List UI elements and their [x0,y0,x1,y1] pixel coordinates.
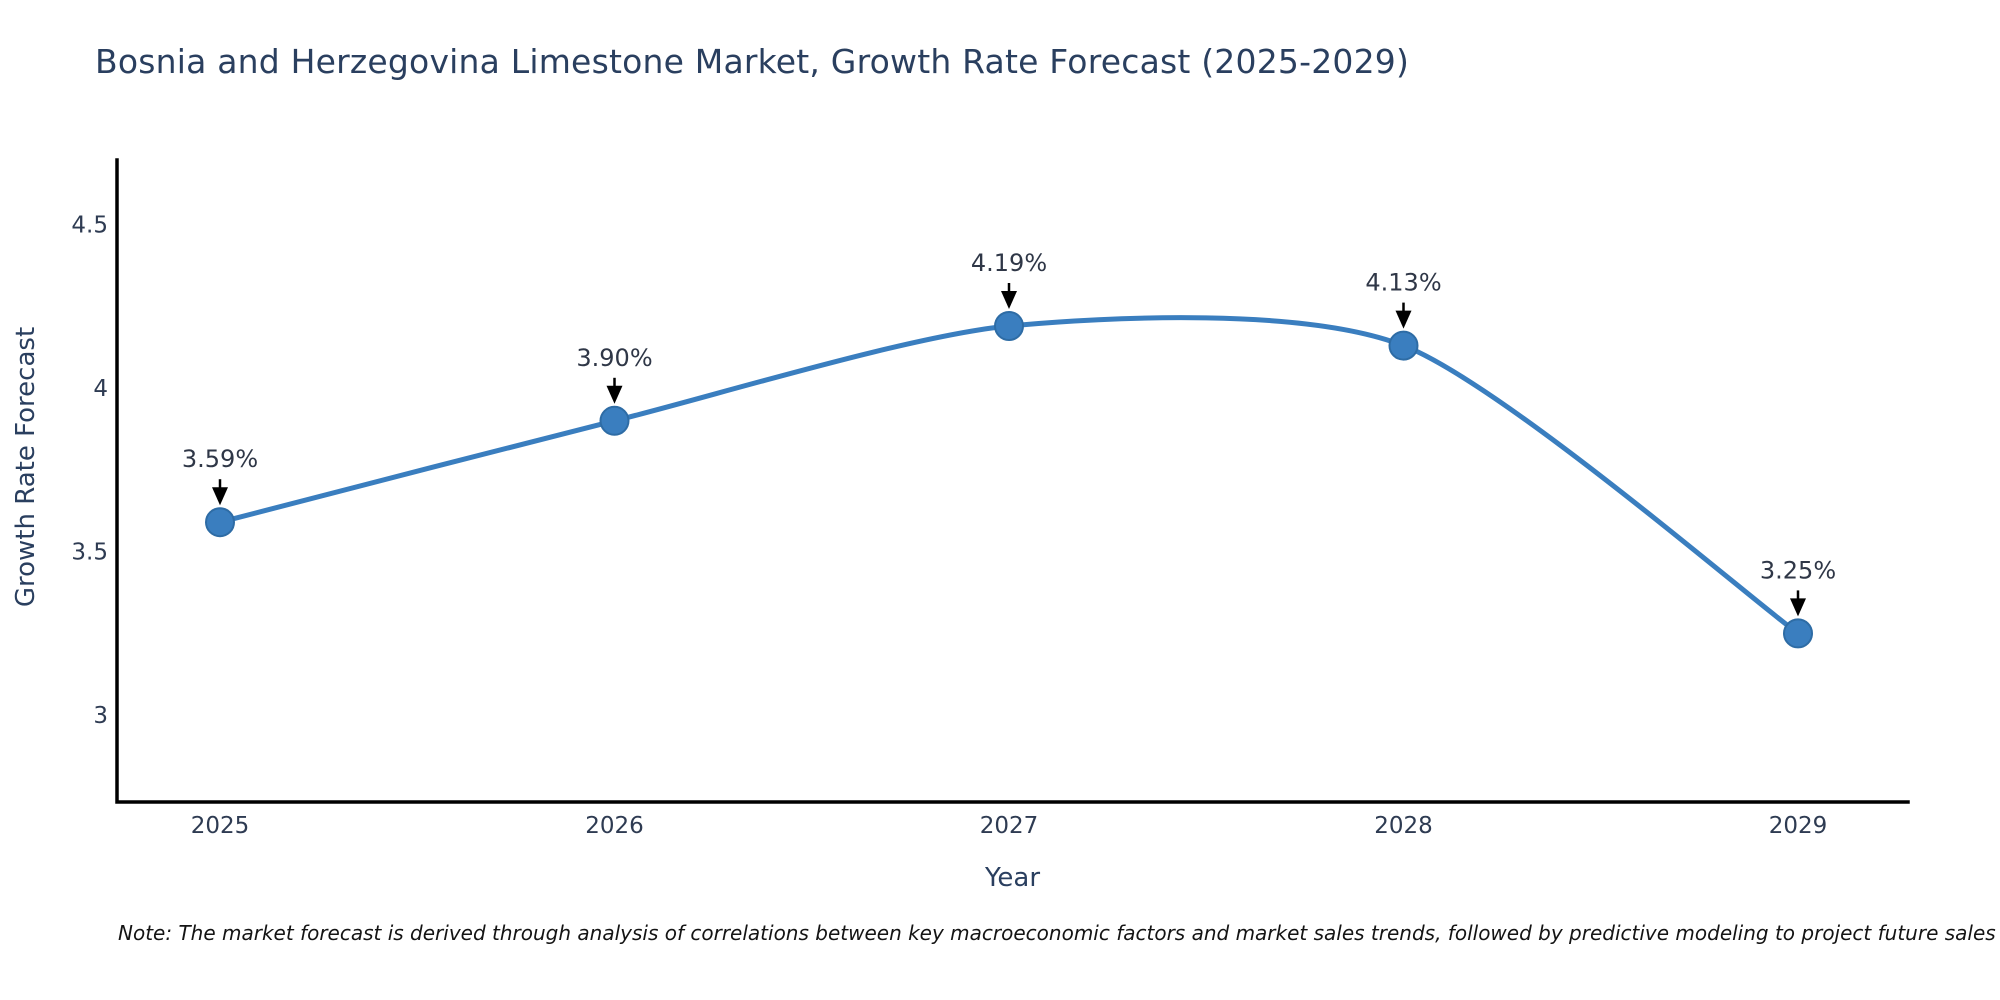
data-point-marker [1783,618,1813,649]
annotation-arrow-head [606,385,623,404]
footnote-text: Note: The market forecast is derived thr… [118,921,1996,945]
axis-spines [115,158,1910,804]
annotation-arrow-head [212,487,228,506]
data-point-marker [1388,330,1419,361]
annotation-label: 3.25% [1760,556,1836,584]
y-axis-title: Growth Rate Forecast [11,327,41,607]
annotation-arrow-head [1395,310,1412,329]
data-point-marker [994,311,1024,341]
annotation-label: 4.19% [971,249,1047,277]
annotation-label: 3.90% [576,344,652,372]
x-axis-tick-label: 2025 [191,813,250,839]
data-point-marker [599,405,630,436]
annotation-arrow-head [1001,291,1017,309]
data-point-marker [205,507,235,538]
chart-title: Bosnia and Herzegovina Limestone Market,… [95,42,1410,81]
annotation-label: 4.13% [1365,269,1441,297]
y-axis-tick-label: 4.5 [71,213,108,239]
x-axis-tick-label: 2029 [1769,813,1828,839]
annotation-arrow-head [1790,598,1806,617]
y-axis-tick-label: 4 [93,376,108,402]
x-axis-tick-label: 2026 [585,813,644,839]
x-axis-tick-label: 2028 [1374,813,1433,839]
trend-line [217,315,1801,636]
x-axis-tick-label: 2027 [980,813,1039,839]
annotation-label: 3.59% [182,445,258,473]
y-axis-tick-label: 3.5 [71,540,108,566]
y-axis-tick-label: 3 [93,703,108,729]
x-axis-title: Year [984,863,1040,893]
